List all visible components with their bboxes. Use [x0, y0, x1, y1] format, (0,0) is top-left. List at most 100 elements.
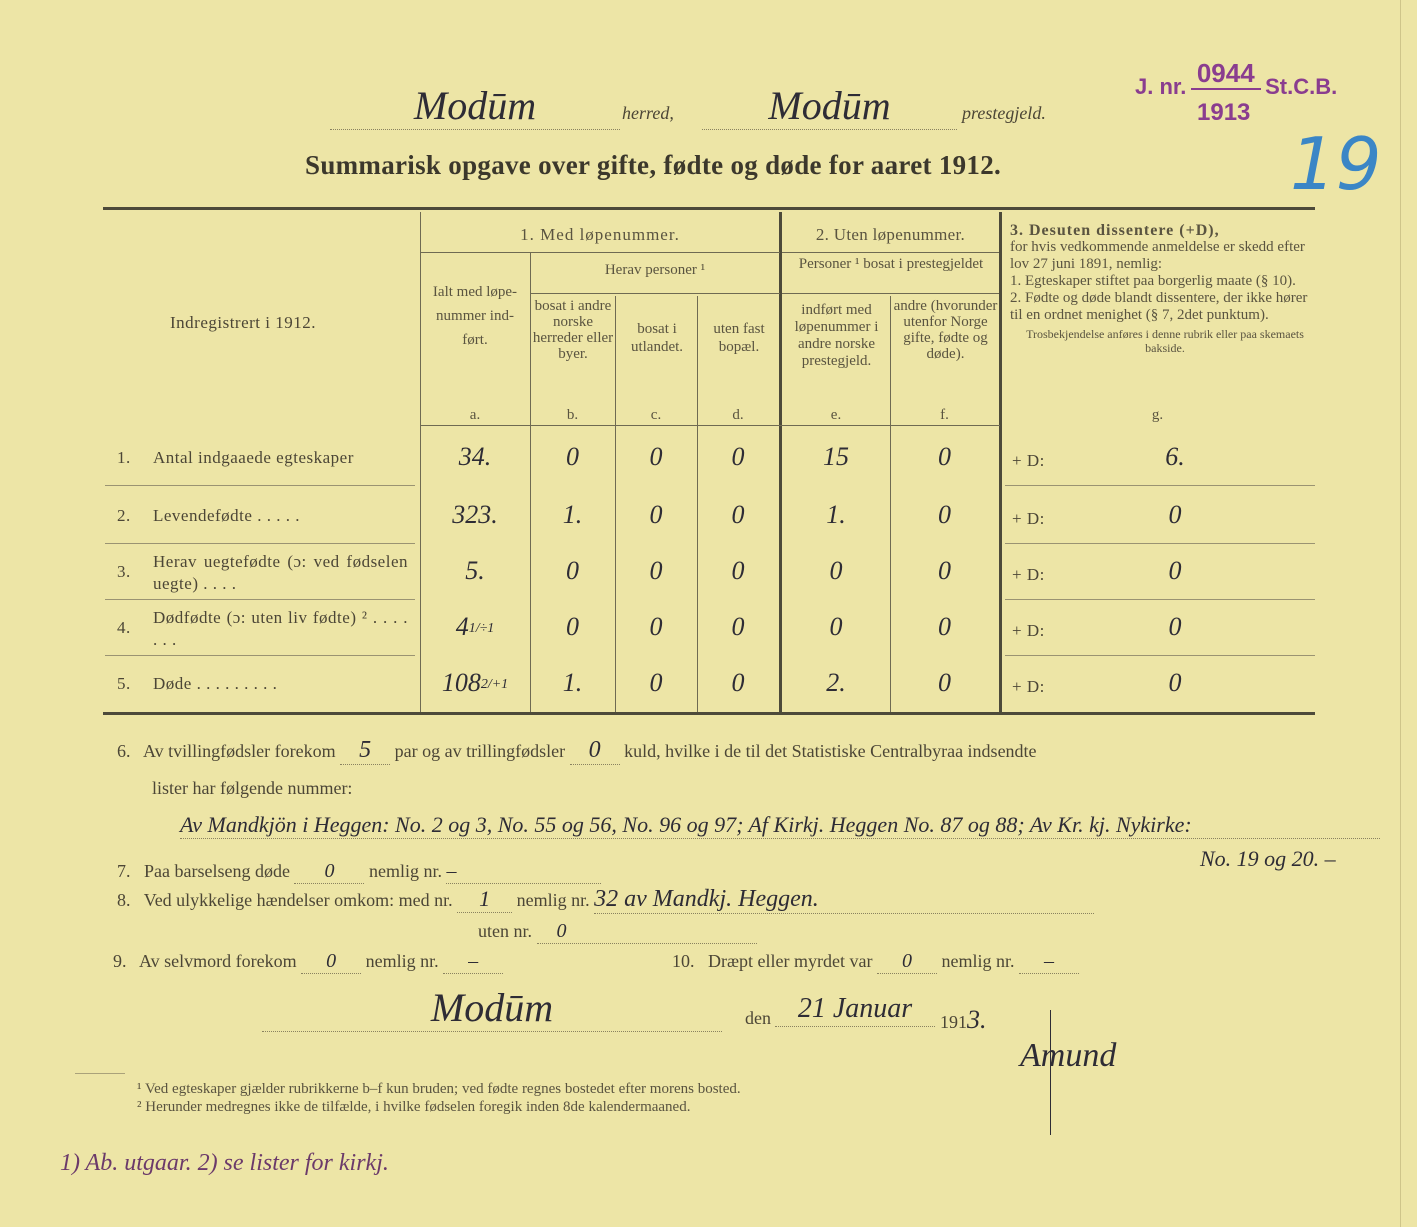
- cell-a: 323.: [420, 500, 530, 530]
- col-a-header: Ialt med løpe-nummer ind-ført.: [432, 284, 518, 348]
- cell-e: 15: [782, 442, 890, 472]
- dissenter-prefix: + D:: [1012, 621, 1045, 640]
- column-letter: e.: [830, 407, 842, 423]
- cell-value: 0: [731, 500, 745, 529]
- item-8: 8. Ved ulykkelige hændelser omkom: med n…: [117, 886, 1095, 914]
- cell-value: 0: [649, 442, 663, 471]
- item-text: uten nr.: [478, 921, 532, 941]
- stamp-number: 0944: [1190, 58, 1261, 90]
- cell-value: 0: [938, 556, 951, 585]
- cell-value: 0: [731, 442, 745, 471]
- cell-e: 2.: [782, 668, 890, 698]
- herred-label: herred,: [622, 103, 674, 123]
- item-text: Ved ulykkelige hændelser omkom: med nr.: [143, 890, 453, 910]
- dissenter-prefix: + D:: [1012, 677, 1045, 696]
- cell-a: 1082/+1: [420, 668, 530, 698]
- cell-d: 0: [697, 668, 779, 698]
- row-number: 1.: [117, 448, 131, 467]
- cell-g: 0: [1168, 668, 1182, 697]
- col-e-header: indført med løpenummer i andre norske pr…: [794, 302, 879, 369]
- dissenter-prefix: + D:: [1012, 451, 1045, 470]
- cell-value: 0: [829, 556, 843, 585]
- cell-g: 6.: [1165, 442, 1185, 471]
- footnote-1: ¹ Ved egteskaper gjælder rubrikkerne b–f…: [137, 1081, 741, 1097]
- cell-f: 0: [890, 556, 999, 586]
- cell-value: 0: [649, 612, 663, 641]
- column-divider: [530, 252, 531, 712]
- cell-b: 0: [530, 612, 615, 642]
- row-label: Døde . . . . . . . . .: [153, 674, 278, 693]
- cell-value: 0: [938, 500, 951, 529]
- stamp-year: 1913: [1197, 99, 1251, 126]
- cell-d: 0: [697, 612, 779, 642]
- cell-f: 0: [890, 442, 999, 472]
- item-number: 10.: [672, 951, 695, 971]
- row-label: Antal indgaaede egteskaper: [153, 448, 354, 467]
- item-text: par og av trillingfødsler: [394, 741, 566, 761]
- row-divider: [105, 655, 415, 656]
- cell-value: 0: [731, 612, 745, 641]
- table-bottom-rule: [103, 712, 1315, 715]
- column-letter: b.: [566, 407, 579, 423]
- cell-c: 0: [615, 442, 697, 472]
- signature-year: 1913.: [940, 1005, 987, 1035]
- cell-c: 0: [615, 612, 697, 642]
- item-text: nemlig nr.: [516, 890, 590, 910]
- group2-header: 2. Uten løpenummer.: [815, 225, 966, 244]
- dissenter-prefix: + D:: [1012, 565, 1045, 584]
- row-divider: [1005, 599, 1315, 600]
- cell-f: 0: [890, 500, 999, 530]
- row-divider: [105, 599, 415, 600]
- column-letter: g.: [1151, 407, 1164, 423]
- cell-c: 0: [615, 668, 697, 698]
- year-suffix: 3.: [967, 1005, 987, 1034]
- value: –: [1018, 950, 1079, 974]
- table-top-rule: [103, 207, 1315, 210]
- cell-e: 0: [782, 612, 890, 642]
- item-number: 7.: [117, 861, 131, 881]
- column-divider: [697, 296, 698, 712]
- col-b-header: bosat i andre norske herreder eller byer…: [532, 298, 614, 362]
- item-text: nemlig nr.: [365, 951, 439, 971]
- margin-note: 1) Ab. utgaar. 2) se lister for kirkj.: [60, 1150, 389, 1176]
- signature-den: den: [745, 1008, 771, 1028]
- col-g-note: Trosbekjendelse anføres i denne rubrik e…: [1026, 327, 1304, 355]
- stamp-prefix: J. nr.: [1135, 74, 1187, 99]
- cell-d: 0: [697, 442, 779, 472]
- footnote-2: ² Herunder medregnes ikke de tilfælde, i…: [137, 1099, 691, 1115]
- prestegjeld-field: Modūm: [702, 82, 957, 130]
- row-divider: [105, 485, 415, 486]
- cell-value: 323.: [452, 500, 498, 529]
- value: –: [443, 950, 504, 974]
- cell-value: 34.: [458, 442, 492, 471]
- cell-value: 0: [938, 612, 951, 641]
- col-g-text: for hvis vedkommende anmeldelse er skedd…: [1010, 239, 1305, 272]
- column-letter: f.: [940, 407, 949, 423]
- signature-date: 21 Januar: [775, 992, 935, 1027]
- cell-value: 1.: [562, 500, 583, 529]
- cell-value: 0: [731, 668, 745, 697]
- cell-a: 34.: [420, 442, 530, 472]
- row-number: 3.: [117, 562, 131, 581]
- col-g-item2: 2. Fødte og døde blandt dissentere, der …: [1010, 290, 1308, 323]
- column-letter: d.: [732, 407, 744, 423]
- cell-value: 15: [823, 442, 849, 471]
- cell-value: 0: [566, 556, 579, 585]
- cell-value: 0: [938, 442, 951, 471]
- row-divider: [1005, 485, 1315, 486]
- row-divider: [1005, 655, 1315, 656]
- signature-place: Modūm: [262, 985, 722, 1032]
- column-divider: [615, 296, 616, 712]
- listed-numbers: Av Mandkjön i Heggen: No. 2 og 3, No. 55…: [180, 812, 1380, 839]
- value: 32 av Mandkj. Heggen.: [594, 886, 1095, 914]
- item-number: 9.: [113, 951, 127, 971]
- item-8-uten: uten nr. 0: [478, 920, 757, 944]
- row-label: Dødfødte (ɔ: uten liv fødte) ² . . . . .…: [153, 608, 408, 649]
- column-divider: [890, 296, 891, 712]
- page-title: Summarisk opgave over gifte, fødte og dø…: [305, 150, 1002, 180]
- header-divider: [782, 293, 999, 294]
- cell-value: 2.: [826, 668, 846, 697]
- footnote-rule: [75, 1073, 125, 1074]
- cell-g: 0: [1168, 556, 1182, 585]
- cell-value: 0: [649, 668, 663, 697]
